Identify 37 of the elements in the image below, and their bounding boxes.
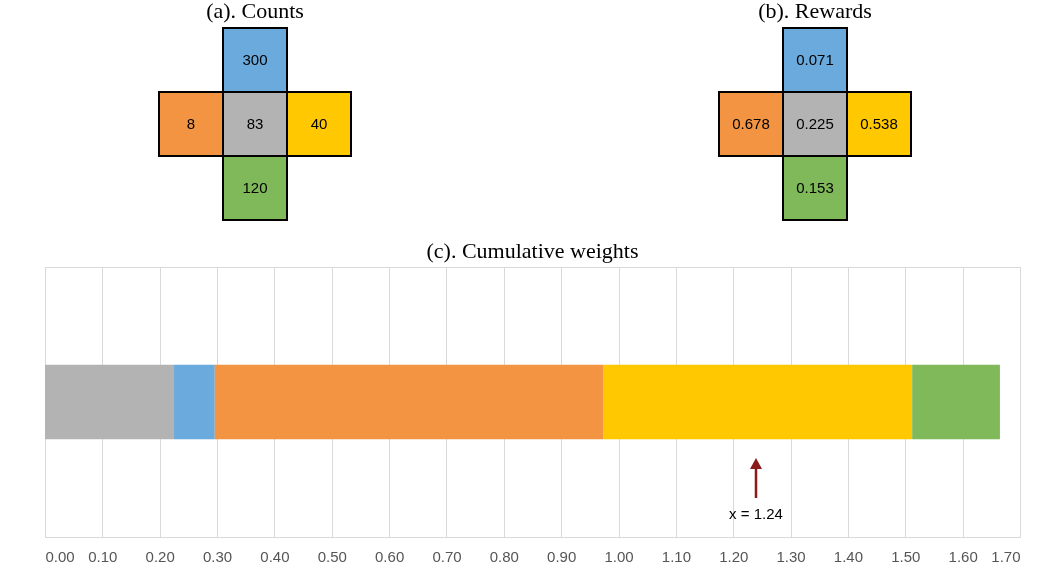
text: (a). Counts	[206, 0, 304, 23]
x-tick-label: 0.40	[260, 547, 290, 565]
bar	[214, 364, 604, 440]
chart-title: (c). Cumulative weights	[426, 238, 639, 263]
x-tick-label: 0.00	[45, 547, 75, 565]
data-label: 300	[242, 51, 268, 68]
x-tick-label: 1.70	[991, 547, 1021, 565]
data-label: 40	[310, 115, 328, 132]
x-tick-label: 1.30	[776, 547, 806, 565]
x-tick-label: 0.20	[145, 547, 175, 565]
x-tick-label: 0.80	[489, 547, 519, 565]
data-label: 0.538	[860, 115, 898, 132]
bar	[174, 364, 215, 440]
bar	[603, 364, 913, 440]
data-label: 8	[186, 115, 196, 132]
x-tick-label: 0.50	[317, 547, 347, 565]
x-tick-label: 1.40	[833, 547, 864, 565]
x-tick-label: 1.60	[948, 547, 978, 565]
data-label: 0.225	[796, 115, 834, 132]
text: (b). Rewards	[758, 0, 872, 23]
data-label: 120	[242, 179, 268, 196]
x-tick-label: 0.10	[88, 547, 118, 565]
x-tick-label: 0.30	[202, 547, 233, 565]
x-tick-label: 0.60	[375, 547, 405, 565]
annotation: x = 1.24	[729, 505, 783, 522]
x-tick-label: 1.20	[719, 547, 749, 565]
bar	[45, 364, 175, 440]
data-label: 0.678	[732, 115, 770, 132]
x-tick-label: 1.00	[604, 547, 634, 565]
x-tick-label: 1.10	[661, 547, 691, 565]
bar	[912, 364, 1000, 440]
data-label: 0.071	[796, 51, 834, 68]
data-label: 83	[246, 115, 264, 132]
x-tick-label: 1.50	[891, 547, 921, 565]
data-label: 0.153	[796, 179, 834, 196]
x-tick-label: 0.90	[547, 547, 577, 565]
x-tick-label: 0.70	[432, 547, 462, 565]
